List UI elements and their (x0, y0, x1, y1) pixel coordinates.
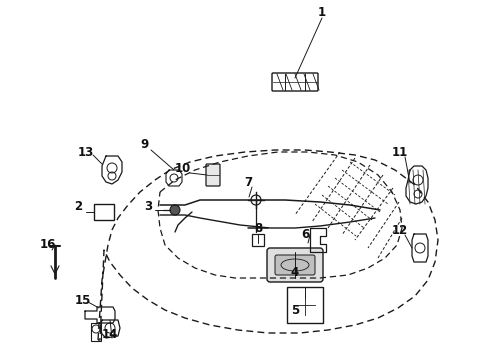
Text: 4: 4 (291, 266, 299, 279)
FancyBboxPatch shape (275, 255, 315, 275)
Text: 8: 8 (254, 221, 262, 234)
FancyBboxPatch shape (267, 248, 323, 282)
Text: 14: 14 (102, 328, 118, 342)
Bar (94, 204, 114, 220)
Circle shape (170, 205, 180, 215)
Text: 12: 12 (392, 224, 408, 237)
Bar (287, 287, 323, 323)
Text: 11: 11 (392, 145, 408, 158)
Text: 7: 7 (244, 176, 252, 189)
Bar (252, 234, 264, 246)
Text: 1: 1 (318, 5, 326, 18)
Text: 10: 10 (175, 162, 191, 175)
Text: 6: 6 (301, 229, 309, 242)
Text: 16: 16 (40, 238, 56, 252)
Text: 5: 5 (291, 303, 299, 316)
Text: 3: 3 (144, 201, 152, 213)
FancyBboxPatch shape (206, 164, 220, 186)
Text: 9: 9 (140, 139, 148, 152)
Bar (91, 323, 101, 341)
Text: 13: 13 (78, 147, 94, 159)
Text: 2: 2 (74, 201, 82, 213)
Text: 15: 15 (75, 293, 91, 306)
